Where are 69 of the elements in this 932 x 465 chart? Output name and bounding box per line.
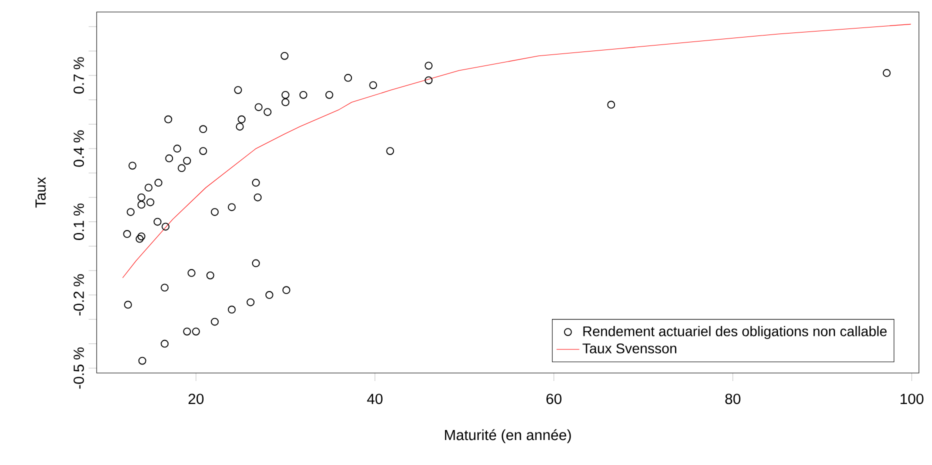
point	[124, 300, 132, 309]
point	[123, 230, 132, 238]
point	[238, 115, 246, 124]
point	[199, 125, 208, 134]
y-tick-label: 0.4 %	[74, 130, 84, 167]
point	[136, 234, 144, 243]
point	[160, 284, 169, 292]
x-tick-label: 100	[900, 394, 924, 404]
point	[282, 98, 290, 106]
point	[128, 162, 136, 170]
point	[264, 108, 272, 116]
point	[192, 328, 200, 336]
legend-label: Rendement actuariel des obligations non callable	[583, 326, 887, 340]
point	[188, 269, 196, 277]
point	[183, 156, 191, 165]
y-tick-label: -0.5 %	[74, 347, 84, 389]
point	[210, 208, 219, 216]
point	[228, 306, 236, 314]
x-axis-title: Maturité (en année)	[445, 429, 571, 444]
point	[254, 193, 262, 202]
y-axis-title: Taux	[36, 177, 46, 208]
point	[282, 286, 290, 294]
point	[162, 222, 170, 231]
point	[252, 259, 260, 268]
point	[138, 356, 146, 365]
point	[137, 200, 146, 209]
point	[165, 154, 174, 162]
point	[254, 103, 263, 112]
point	[137, 232, 146, 240]
point	[146, 198, 154, 206]
line-series	[122, 24, 912, 278]
point	[236, 122, 244, 131]
point	[126, 208, 135, 216]
point	[325, 90, 334, 99]
legend-label: Taux Svensson	[582, 343, 676, 354]
x-tick-label: 20	[188, 394, 204, 404]
point	[234, 86, 242, 94]
point	[160, 340, 169, 348]
point	[178, 164, 186, 172]
point	[344, 74, 352, 82]
y-tick-label: 0.1 %	[74, 204, 84, 240]
x-tick-label: 80	[725, 394, 740, 404]
point	[252, 178, 260, 187]
point	[282, 90, 290, 99]
point	[164, 115, 172, 124]
point	[280, 52, 288, 60]
point	[183, 328, 191, 336]
point	[882, 69, 891, 77]
point	[173, 144, 182, 153]
point	[299, 90, 308, 99]
y-tick-label: -0.2 %	[74, 274, 84, 316]
point	[265, 291, 274, 299]
x-tick-label: 40	[367, 394, 382, 404]
point	[154, 178, 162, 187]
point	[154, 218, 162, 226]
point	[386, 147, 394, 155]
point	[424, 76, 433, 84]
point	[424, 62, 433, 70]
x-tick-label: 60	[546, 394, 562, 404]
point	[246, 298, 254, 306]
point	[144, 184, 152, 192]
point	[607, 100, 616, 109]
point	[206, 271, 214, 280]
point	[210, 318, 219, 326]
point	[369, 81, 378, 90]
point	[228, 203, 236, 212]
point	[199, 147, 208, 155]
point	[137, 193, 146, 202]
y-tick-label: 0.7 %	[74, 57, 84, 94]
